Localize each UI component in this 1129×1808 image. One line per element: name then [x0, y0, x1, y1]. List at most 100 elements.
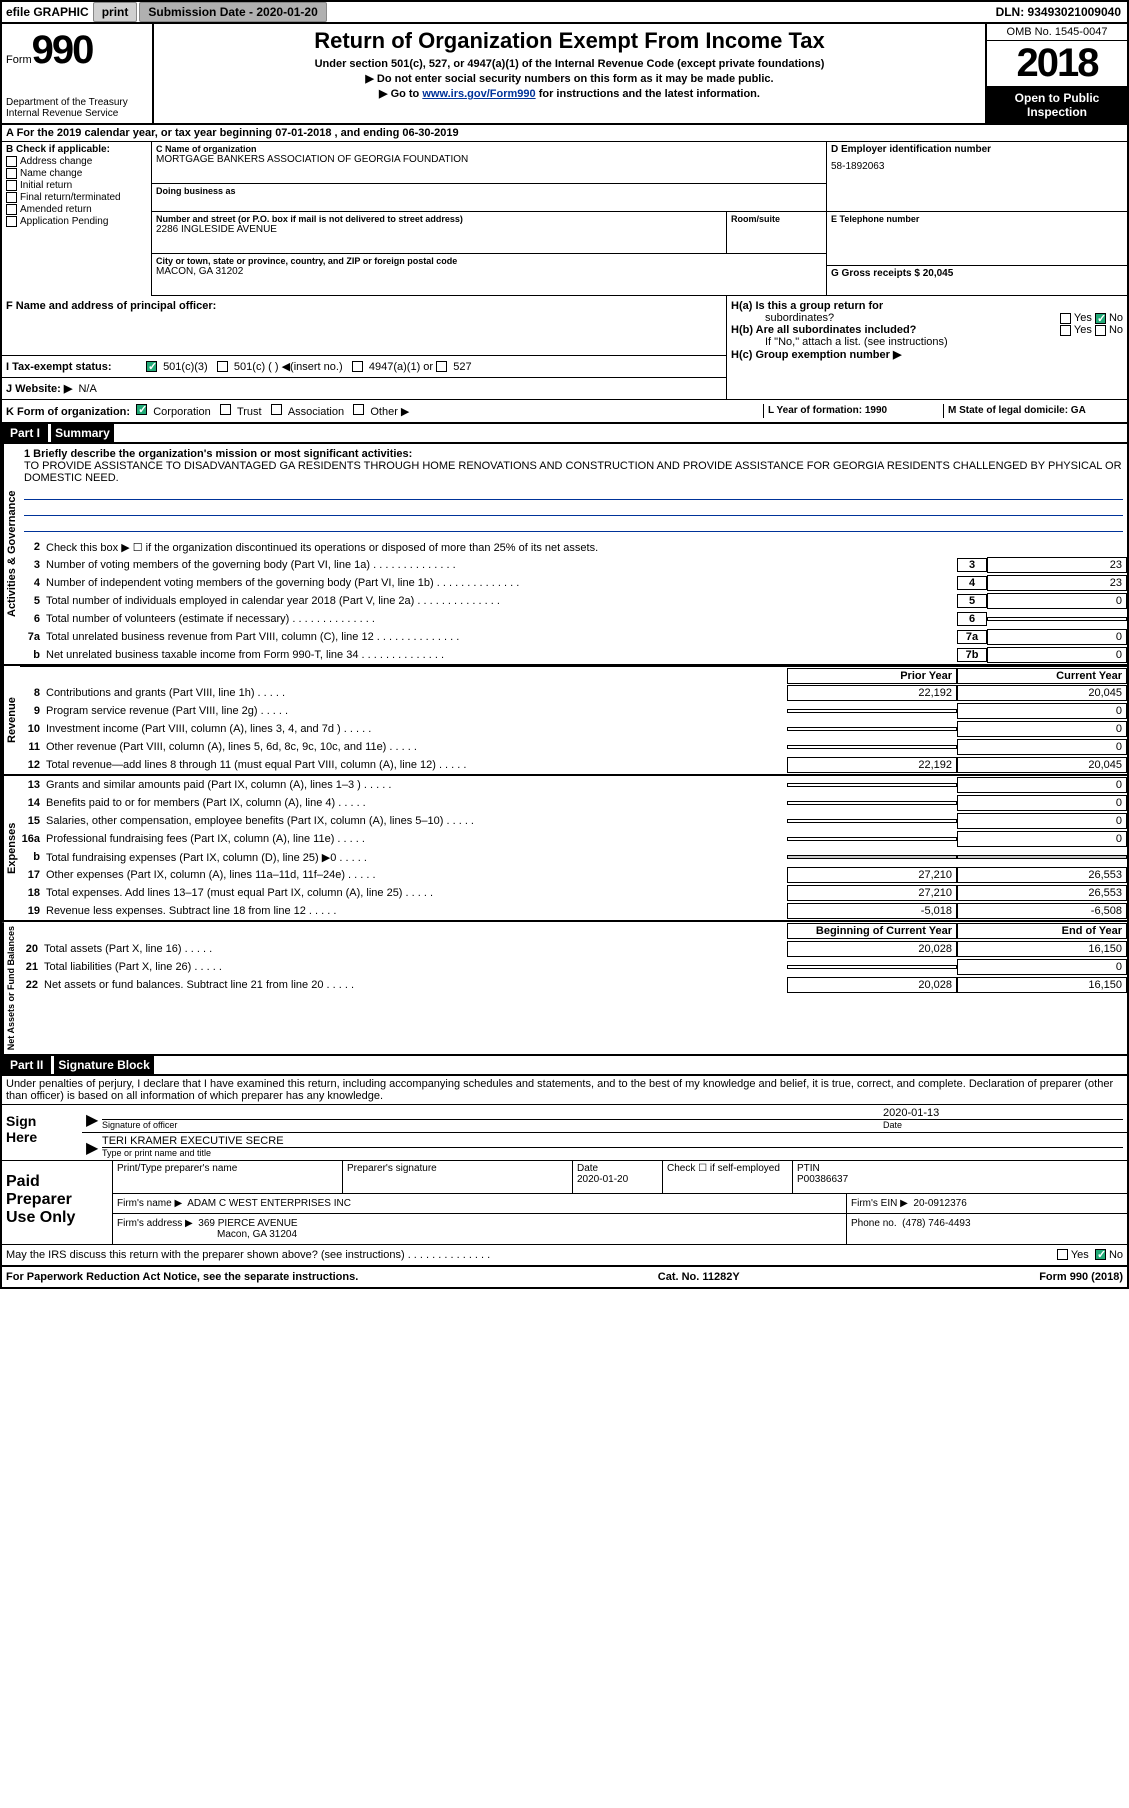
paid-preparer-label: Paid Preparer Use Only — [2, 1161, 112, 1244]
checkbox-527[interactable] — [436, 361, 447, 372]
sig-date-label: Date — [883, 1119, 1123, 1130]
open-line2: Inspection — [991, 105, 1123, 119]
form-header: Form 990 Department of the Treasury Inte… — [2, 24, 1127, 125]
table-row: 22Net assets or fund balances. Subtract … — [18, 976, 1127, 994]
table-row: 13Grants and similar amounts paid (Part … — [20, 776, 1127, 794]
checkbox-discuss-no[interactable] — [1095, 1249, 1106, 1260]
city-value: MACON, GA 31202 — [156, 266, 822, 277]
city-label: City or town, state or province, country… — [156, 256, 822, 266]
checkbox-trust[interactable] — [220, 404, 231, 415]
website-label: J Website: ▶ — [6, 382, 72, 395]
checkbox-discuss-yes[interactable] — [1057, 1249, 1068, 1260]
note-1: ▶ Do not enter social security numbers o… — [162, 72, 977, 85]
section-j: J Website: ▶ N/A — [2, 378, 726, 399]
note2-pre: ▶ Go to — [379, 88, 422, 100]
checkbox-4947[interactable] — [352, 361, 363, 372]
checkbox-corp[interactable] — [136, 404, 147, 415]
dept-label: Department of the Treasury — [6, 97, 148, 108]
section-b-label: B Check if applicable: — [6, 144, 147, 155]
arrow-icon: ▶ — [86, 1110, 102, 1130]
footer: For Paperwork Reduction Act Notice, see … — [2, 1267, 1127, 1287]
pt-name-label: Print/Type preparer's name — [113, 1161, 343, 1193]
sign-here-label: Sign Here — [2, 1105, 82, 1160]
table-row: 8Contributions and grants (Part VIII, li… — [20, 684, 1127, 702]
k-label: K Form of organization: — [6, 406, 130, 418]
instructions-link[interactable]: www.irs.gov/Form990 — [422, 88, 535, 100]
checkbox-pending[interactable] — [6, 216, 17, 227]
table-row: 7aTotal unrelated business revenue from … — [20, 628, 1127, 646]
checkbox-501c3[interactable] — [146, 361, 157, 372]
ein-value: 58-1892063 — [831, 161, 1123, 172]
check-self-emp: Check ☐ if self-employed — [663, 1161, 793, 1193]
checkbox-address-change[interactable] — [6, 156, 17, 167]
firm-addr1: 369 PIERCE AVENUE — [198, 1218, 297, 1229]
firm-addr2: Macon, GA 31204 — [117, 1229, 297, 1240]
cb-label-5: Application Pending — [20, 216, 108, 227]
tax-status-label: I Tax-exempt status: — [6, 361, 146, 373]
officer-label: F Name and address of principal officer: — [6, 300, 216, 312]
m-label: M State of legal domicile: GA — [948, 405, 1086, 416]
table-row: 4Number of independent voting members of… — [20, 574, 1127, 592]
table-row: 19Revenue less expenses. Subtract line 1… — [20, 902, 1127, 920]
q2-text: Check this box ▶ ☐ if the organization d… — [44, 540, 1127, 555]
note-2: ▶ Go to www.irs.gov/Form990 for instruct… — [162, 87, 977, 100]
discuss-row: May the IRS discuss this return with the… — [2, 1245, 1127, 1267]
ha-no: No — [1109, 312, 1123, 324]
checkbox-other[interactable] — [353, 404, 364, 415]
checkbox-name-change[interactable] — [6, 168, 17, 179]
form-container: efile GRAPHIC print Submission Date - 20… — [0, 0, 1129, 1289]
checkbox-ha-no[interactable] — [1095, 313, 1106, 324]
cb-label-0: Address change — [20, 156, 92, 167]
cb-label-1: Name change — [20, 168, 82, 179]
opt-other: Other ▶ — [370, 406, 409, 418]
opt-4947: 4947(a)(1) or — [369, 361, 433, 373]
form-word: Form — [6, 54, 32, 66]
discuss-no: No — [1109, 1249, 1123, 1261]
part-ii-header: Part II Signature Block — [2, 1056, 1127, 1076]
firm-addr-label: Firm's address ▶ — [117, 1218, 193, 1229]
checkbox-501c[interactable] — [217, 361, 228, 372]
section-m: M State of legal domicile: GA — [943, 404, 1123, 418]
part-i-label: Part I — [2, 424, 48, 442]
checkbox-hb-yes[interactable] — [1060, 325, 1071, 336]
period-line: A For the 2019 calendar year, or tax yea… — [2, 125, 1127, 142]
form-title: Return of Organization Exempt From Incom… — [162, 28, 977, 54]
mission-box: 1 Briefly describe the organization's mi… — [20, 444, 1127, 538]
part-i-header: Part I Summary — [2, 424, 1127, 444]
sig-name: TERI KRAMER EXECUTIVE SECRE — [102, 1135, 1123, 1147]
checkbox-hb-no[interactable] — [1095, 325, 1106, 336]
section-l: L Year of formation: 1990 — [763, 404, 943, 418]
table-row: 9Program service revenue (Part VIII, lin… — [20, 702, 1127, 720]
table-row: 12Total revenue—add lines 8 through 11 (… — [20, 756, 1127, 774]
part-i-title: Summary — [51, 424, 114, 442]
cb-label-3: Final return/terminated — [20, 192, 121, 203]
q1-label: 1 Briefly describe the organization's mi… — [24, 448, 1123, 460]
checkbox-ha-yes[interactable] — [1060, 313, 1071, 324]
header-right: OMB No. 1545-0047 2018 Open to Public In… — [987, 24, 1127, 123]
omb-label: OMB No. 1545-0047 — [987, 24, 1127, 41]
table-row: 15Salaries, other compensation, employee… — [20, 812, 1127, 830]
section-i: I Tax-exempt status: 501(c)(3) 501(c) ( … — [2, 356, 726, 378]
checkbox-final-return[interactable] — [6, 192, 17, 203]
ein-label: D Employer identification number — [831, 144, 1123, 155]
section-c: C Name of organization MORTGAGE BANKERS … — [152, 142, 1127, 296]
cb-label-2: Initial return — [20, 180, 72, 191]
firm-name-label: Firm's name ▶ — [117, 1198, 182, 1209]
activities-section: Activities & Governance 1 Briefly descri… — [2, 444, 1127, 666]
pt-date-label: Date — [577, 1163, 658, 1174]
print-button[interactable]: print — [93, 2, 138, 22]
checkbox-initial-return[interactable] — [6, 180, 17, 191]
sig-name-label: Type or print name and title — [102, 1147, 1123, 1158]
checkbox-amended[interactable] — [6, 204, 17, 215]
cur-year-hdr: Current Year — [957, 668, 1127, 684]
vlabel-net: Net Assets or Fund Balances — [2, 922, 18, 1054]
table-row: 21Total liabilities (Part X, line 26)0 — [18, 958, 1127, 976]
open-line1: Open to Public — [991, 91, 1123, 105]
ptin-value: P00386637 — [797, 1174, 1123, 1185]
checkbox-assoc[interactable] — [271, 404, 282, 415]
discuss-text: May the IRS discuss this return with the… — [6, 1249, 1057, 1261]
vlabel-expenses: Expenses — [2, 776, 20, 920]
opt-527: 527 — [453, 361, 471, 373]
pt-sig-label: Preparer's signature — [343, 1161, 573, 1193]
opt-501c: 501(c) ( ) ◀(insert no.) — [234, 360, 343, 373]
